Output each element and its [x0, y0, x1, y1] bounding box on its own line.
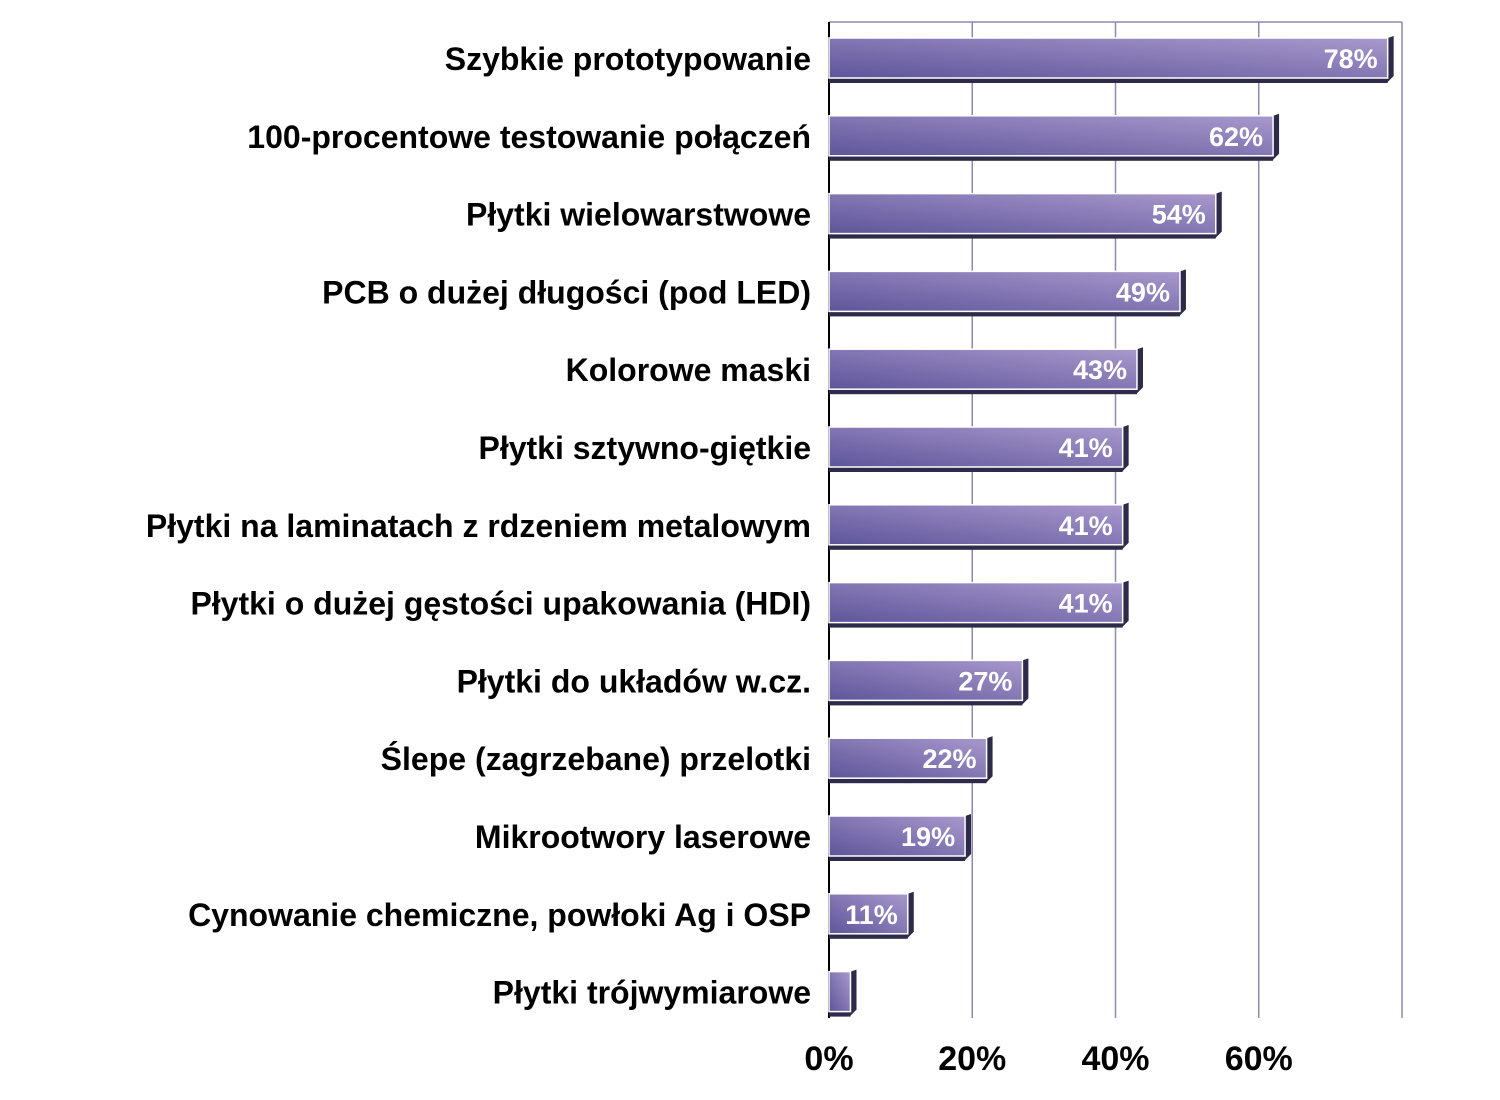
bar-value-label: 49%	[1116, 277, 1170, 307]
bar-value-label: 19%	[901, 822, 955, 852]
bar-value-label: 43%	[1073, 355, 1127, 385]
bar-bottom-edge	[829, 155, 1274, 161]
bar-value-label: 11%	[845, 900, 898, 930]
bar-bottom-edge	[829, 78, 1388, 83]
category-labels: Szybkie prototypowanie 100-procentowe tes…	[146, 41, 811, 1011]
bar-value-label: 41%	[1059, 589, 1113, 619]
x-tick-label: 60%	[1225, 1040, 1293, 1078]
category-label: Mikrootwory laserowe	[475, 819, 811, 855]
bar-value-label: 78%	[1324, 44, 1378, 74]
category-label: Płytki sztywno-giętkie	[478, 430, 811, 466]
bar	[828, 737, 988, 779]
bar	[828, 893, 909, 935]
bar-bottom-edge	[829, 311, 1180, 317]
bar	[828, 815, 966, 857]
bar-value-label: 22%	[923, 744, 977, 774]
bar-value-label: 41%	[1059, 511, 1113, 541]
bar	[828, 970, 852, 1013]
bar-bottom-edge	[829, 933, 908, 939]
category-label: Ślepe (zagrzebane) przelotki	[381, 741, 811, 777]
category-label: Cynowanie chemiczne, powłoki Ag i OSP	[188, 897, 811, 933]
category-label: Kolorowe maski	[566, 352, 811, 388]
bar-bottom-edge	[829, 544, 1123, 550]
bar-value-label: 41%	[1059, 433, 1113, 463]
x-tick-label: 0%	[804, 1040, 853, 1078]
bar-bottom-edge	[829, 856, 966, 861]
bar-bottom-edge	[829, 389, 1137, 395]
category-label: PCB o dużej długości (pod LED)	[322, 274, 811, 310]
bar	[828, 348, 1138, 390]
category-label: Płytki do układów w.cz.	[457, 663, 811, 699]
bar	[828, 270, 1181, 313]
category-label: Szybkie prototypowanie	[445, 41, 811, 77]
bar-value-label: 27%	[958, 666, 1012, 696]
bar	[828, 37, 1389, 79]
bar	[828, 581, 1124, 624]
bar-bottom-edge	[829, 233, 1216, 239]
bar-bottom-edge	[829, 778, 987, 784]
bar-bottom-edge	[829, 700, 1023, 706]
category-label: 100-procentowe testowanie połączeń	[247, 119, 811, 155]
category-label: Płytki o dużej gęstości upakowania (HDI)	[190, 586, 811, 622]
bar	[828, 659, 1024, 702]
x-tick-label: 40%	[1081, 1040, 1149, 1078]
bar	[828, 426, 1124, 468]
category-label: Płytki na laminatach z rdzeniem metalowy…	[146, 508, 811, 544]
bar-value-label: 54%	[1152, 200, 1206, 230]
x-axis-tick-labels: 0% 20% 40% 60%	[804, 1040, 1292, 1078]
bar-bottom-edge	[829, 1011, 851, 1017]
bar	[828, 192, 1217, 235]
x-tick-label: 20%	[938, 1040, 1006, 1078]
bar-bottom-edge	[829, 467, 1123, 472]
category-label: Płytki wielowarstwowe	[466, 197, 811, 233]
bar	[828, 115, 1274, 157]
bar-value-label: 62%	[1209, 122, 1263, 152]
bars: 78% 62% 54% 49% 43% 41% 41% 41% 27% 22% 19% 11%	[828, 36, 1394, 1017]
bar	[828, 504, 1124, 546]
category-label: Płytki trójwymiarowe	[493, 975, 811, 1011]
bar-bottom-edge	[829, 622, 1123, 628]
